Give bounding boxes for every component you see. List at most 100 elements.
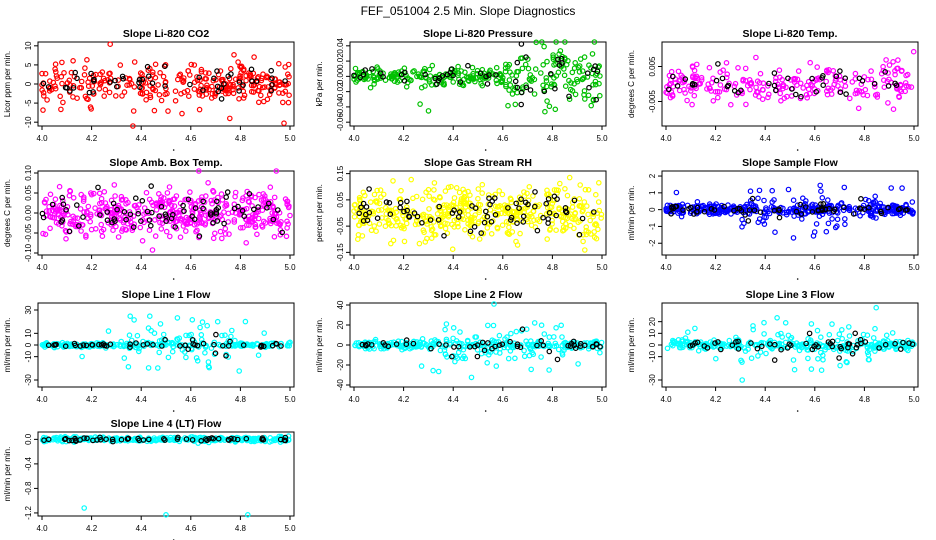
y-tick-label: 0.04 [336, 37, 345, 53]
data-point-reference [594, 68, 601, 75]
data-point [125, 199, 131, 206]
data-point-reference [133, 195, 139, 202]
x-tick-label: 5.0 [596, 395, 608, 404]
panel-title: Slope Gas Stream RH [424, 157, 532, 169]
data-point-reference [742, 212, 749, 218]
data-point [444, 230, 451, 237]
scatter-points [664, 304, 917, 383]
data-point-outlier [245, 511, 251, 518]
data-point [870, 214, 876, 220]
data-point [421, 68, 428, 75]
data-point [438, 208, 444, 215]
panel-title: Slope Line 2 Flow [434, 289, 524, 301]
data-point [515, 68, 522, 75]
data-point [113, 93, 119, 99]
data-point [82, 65, 88, 71]
data-point [443, 202, 450, 208]
data-point [817, 349, 824, 356]
data-point [838, 326, 845, 333]
data-point [222, 231, 229, 237]
x-tick-label: 4.4 [448, 263, 460, 272]
data-point [279, 90, 286, 97]
data-point [860, 331, 867, 338]
data-point [164, 90, 170, 97]
data-point-reference [885, 204, 891, 211]
data-point [550, 52, 556, 58]
data-point [172, 98, 179, 104]
data-point [420, 227, 427, 234]
data-point [398, 187, 404, 194]
data-point [428, 338, 435, 344]
panel-title: Slope Line 4 (LT) Flow [111, 418, 222, 430]
data-point-reference [858, 196, 864, 202]
data-point [664, 345, 671, 352]
data-point [778, 330, 784, 337]
x-tick-label: 4.6 [185, 524, 197, 533]
y-tick-label: 0.05 [336, 192, 345, 208]
data-point-reference [214, 198, 220, 205]
data-point [445, 214, 452, 220]
data-point [550, 334, 557, 340]
data-point-reference [414, 213, 421, 220]
plot-frame [661, 170, 919, 256]
data-point [390, 178, 396, 184]
data-point [40, 230, 46, 237]
data-point [198, 331, 205, 338]
data-point [580, 238, 586, 245]
data-point [837, 86, 844, 92]
data-point [174, 315, 181, 321]
data-point [704, 86, 710, 92]
data-point [566, 174, 573, 181]
data-point-reference [534, 342, 540, 349]
data-point [255, 99, 262, 106]
data-point [546, 334, 553, 340]
data-point-reference [859, 78, 866, 84]
data-point [286, 342, 293, 349]
data-point [443, 321, 450, 327]
y-tick-label: -0.4 [24, 456, 33, 470]
data-point [469, 233, 476, 240]
data-point [455, 63, 461, 70]
data-point-reference [833, 73, 840, 80]
axis-dot [484, 410, 487, 412]
data-point-reference [135, 210, 142, 217]
data-point [413, 193, 420, 200]
data-point-reference [223, 194, 230, 200]
data-point [185, 342, 192, 349]
data-point [817, 334, 824, 341]
data-point [759, 86, 766, 93]
data-point [81, 72, 88, 78]
data-point [782, 319, 789, 326]
data-point [791, 213, 797, 219]
data-point [68, 218, 74, 225]
data-point [714, 94, 721, 101]
data-point-reference [274, 207, 281, 213]
data-point [163, 228, 170, 235]
data-point [359, 233, 366, 239]
data-point [139, 71, 145, 78]
data-point [846, 95, 853, 102]
data-point-reference [83, 342, 90, 349]
data-point-reference [590, 343, 596, 350]
x-tick-label: 4.4 [760, 134, 772, 143]
y-tick-label: -30 [648, 374, 657, 386]
data-point [284, 201, 291, 208]
data-point [775, 341, 782, 348]
data-point [829, 216, 835, 222]
data-point [206, 70, 212, 77]
data-point [754, 78, 761, 85]
data-point [437, 223, 444, 230]
data-point-reference [687, 204, 694, 211]
data-point-reference [181, 208, 187, 214]
data-point [571, 81, 578, 87]
data-point [750, 326, 757, 333]
data-point [421, 65, 428, 72]
x-tick-label: 4.4 [136, 134, 148, 143]
data-point [779, 76, 786, 83]
data-point [437, 194, 443, 201]
x-tick-label: 5.0 [908, 263, 920, 272]
data-point-reference [210, 220, 216, 226]
data-point-reference [820, 201, 827, 207]
data-point-reference [680, 207, 686, 213]
data-point [380, 70, 386, 77]
